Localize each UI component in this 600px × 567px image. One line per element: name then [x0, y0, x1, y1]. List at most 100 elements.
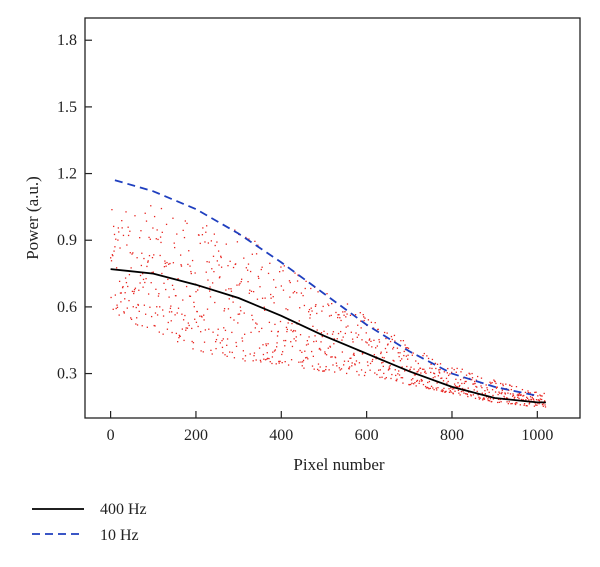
scatter-point	[263, 306, 265, 308]
scatter-point	[497, 398, 500, 401]
scatter-point	[112, 254, 114, 257]
scatter-point	[321, 310, 323, 312]
scatter-point	[185, 329, 187, 331]
scatter-point	[160, 241, 162, 244]
scatter-point	[159, 306, 161, 308]
scatter-point	[336, 365, 338, 367]
scatter-point	[300, 292, 303, 294]
scatter-point	[516, 402, 518, 404]
scatter-point	[302, 294, 304, 297]
scatter-point	[460, 371, 462, 373]
scatter-point	[130, 267, 132, 269]
scatter-point	[280, 266, 282, 268]
scatter-point	[233, 319, 235, 321]
scatter-point	[393, 360, 395, 362]
scatter-point	[430, 371, 432, 374]
scatter-point	[431, 358, 434, 361]
scatter-point	[134, 287, 137, 289]
scatter-point	[275, 346, 278, 348]
scatter-point	[310, 307, 312, 309]
scatter-point	[374, 347, 377, 349]
scatter-point	[144, 313, 147, 315]
scatter-point	[149, 238, 151, 240]
scatter-point	[144, 212, 146, 214]
scatter-point	[274, 323, 276, 326]
legend: 400 Hz 10 Hz	[32, 501, 147, 544]
x-axis: 0 200 400 600 800 1000	[107, 411, 553, 444]
scatter-point	[295, 336, 297, 338]
scatter-point	[382, 361, 384, 364]
scatter-point	[314, 335, 316, 337]
scatter-point	[462, 390, 464, 392]
scatter-point	[414, 382, 416, 384]
scatter-point	[178, 334, 181, 336]
scatter-point	[352, 341, 354, 343]
scatter-point	[181, 328, 183, 330]
scatter-point	[364, 371, 367, 374]
scatter-point	[278, 271, 281, 273]
scatter-point	[159, 236, 162, 238]
scatter-point	[278, 362, 280, 364]
scatter-point	[345, 316, 347, 318]
scatter-point	[190, 270, 192, 273]
scatter-point	[396, 347, 399, 349]
scatter-point	[166, 261, 168, 264]
scatter-point	[375, 358, 377, 360]
scatter-point	[134, 215, 136, 217]
scatter-point	[175, 332, 178, 335]
scatter-point	[420, 372, 422, 374]
scatter-point	[507, 403, 510, 405]
scatter-point	[533, 405, 536, 407]
scatter-point	[369, 362, 372, 365]
scatter-point	[226, 338, 229, 340]
scatter-point	[439, 363, 442, 365]
scatter-points	[110, 205, 547, 408]
scatter-point	[110, 260, 113, 262]
scatter-point	[523, 403, 526, 405]
scatter-point	[422, 354, 424, 357]
scatter-point	[354, 314, 357, 316]
scatter-point	[450, 391, 452, 393]
scatter-point	[391, 373, 393, 376]
legend-label-10hz: 10 Hz	[100, 527, 139, 544]
scatter-point	[154, 312, 157, 314]
scatter-point	[462, 387, 464, 390]
scatter-point	[302, 359, 305, 362]
scatter-point	[262, 344, 264, 346]
scatter-point	[511, 395, 514, 397]
scatter-point	[447, 380, 449, 383]
scatter-point	[262, 353, 265, 356]
scatter-point	[136, 257, 138, 259]
scatter-point	[447, 367, 449, 370]
scatter-point	[271, 362, 273, 365]
scatter-point	[148, 254, 151, 257]
scatter-point	[476, 386, 478, 388]
scatter-point	[150, 205, 152, 207]
scatter-point	[176, 233, 178, 235]
scatter-point	[267, 343, 269, 345]
scatter-point	[537, 395, 539, 397]
scatter-point	[468, 372, 470, 374]
scatter-point	[348, 368, 350, 370]
scatter-point	[236, 241, 239, 243]
scatter-point	[405, 355, 408, 357]
scatter-point	[328, 369, 330, 371]
scatter-point	[171, 331, 173, 334]
scatter-point	[429, 387, 431, 390]
scatter-point	[449, 373, 451, 375]
scatter-point	[216, 241, 218, 243]
scatter-point	[305, 344, 308, 346]
y-tick-label: 1.2	[57, 166, 77, 183]
scatter-point	[309, 317, 311, 319]
scatter-point	[188, 250, 190, 252]
y-axis: 0.3 0.6 0.9 1.2 1.5 1.8	[57, 32, 92, 383]
scatter-point	[455, 371, 457, 373]
scatter-point	[362, 313, 364, 316]
scatter-point	[414, 374, 416, 376]
scatter-point	[154, 325, 156, 327]
scatter-point	[160, 207, 163, 210]
scatter-point	[507, 392, 509, 394]
scatter-point	[290, 341, 292, 343]
scatter-point	[299, 334, 302, 336]
scatter-point	[147, 260, 149, 262]
